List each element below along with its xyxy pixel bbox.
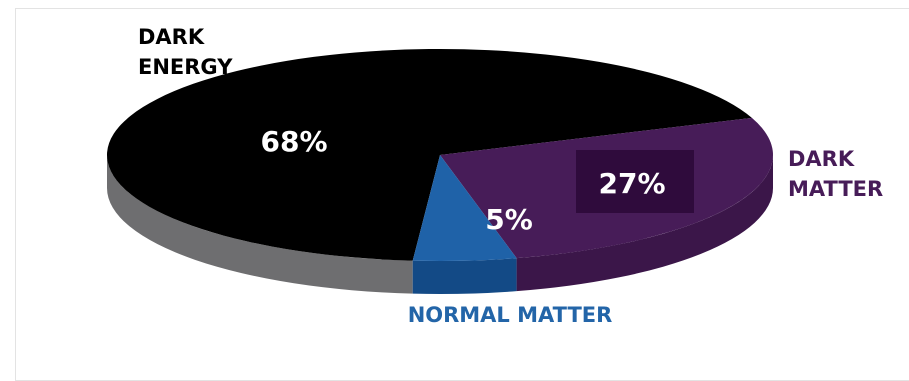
pie-side-walls	[107, 155, 773, 294]
normal-matter-label: NORMAL MATTER	[408, 303, 613, 327]
dark-matter-value: 27%	[598, 167, 665, 200]
dark-energy-slice	[106, 48, 752, 261]
dark-energy-value: 68%	[260, 125, 327, 158]
normal-matter-value: 5%	[485, 203, 533, 236]
dark-matter-label-line1: DARK	[788, 147, 855, 171]
dark-matter-value-box	[576, 150, 694, 213]
dark-energy-label-line2: ENERGY	[138, 55, 233, 79]
normal-matter-slice	[412, 155, 517, 261]
dark-matter-side	[516, 155, 773, 292]
dark-matter-label-line2: MATTER	[788, 177, 883, 201]
dark-energy-label-line1: DARK	[138, 25, 205, 49]
normal-matter-side	[412, 258, 517, 294]
dark-energy-side	[107, 155, 413, 294]
